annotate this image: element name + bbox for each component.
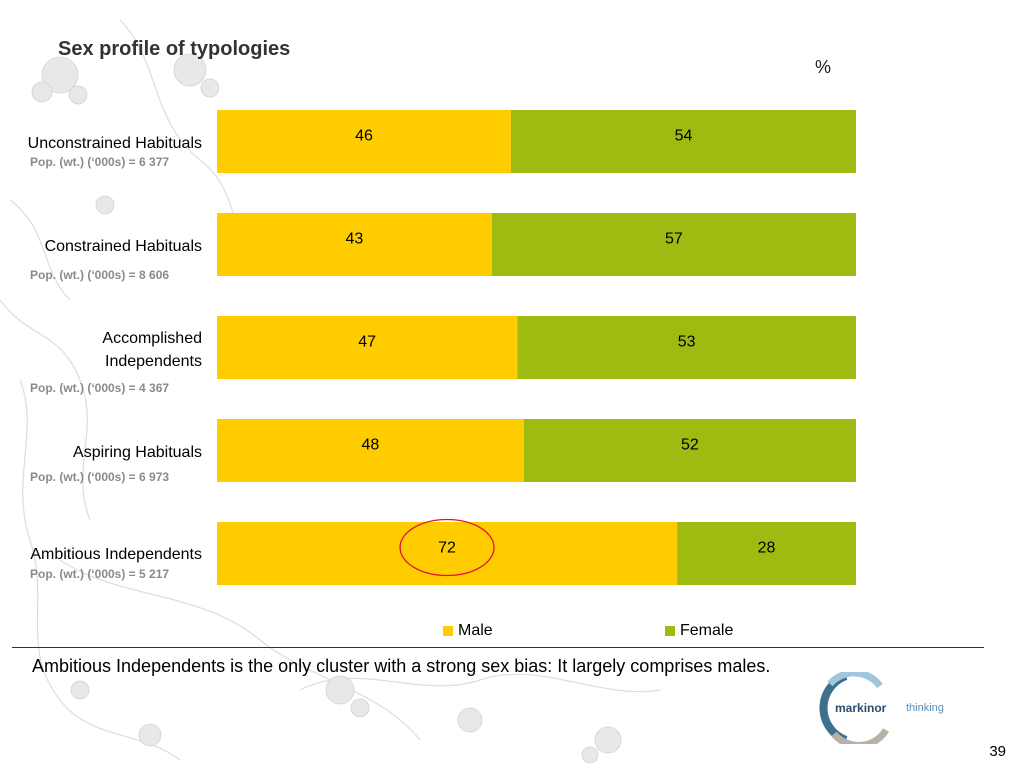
bar-female-ambitious-independents bbox=[677, 522, 856, 585]
category-label-unconstrained-habituals: Unconstrained Habituals bbox=[27, 135, 202, 152]
bar-female-unconstrained-habituals bbox=[510, 110, 856, 173]
bar-female-accomplished-independents bbox=[517, 316, 856, 379]
category-label-aspiring-habituals: Aspiring Habituals bbox=[73, 444, 202, 461]
data-label-male-constrained-habituals: 43 bbox=[345, 231, 363, 248]
data-label-male-unconstrained-habituals: 46 bbox=[355, 128, 373, 145]
conclusion-text: Ambitious Independents is the only clust… bbox=[32, 656, 771, 676]
bar-male-ambitious-independents bbox=[217, 522, 678, 585]
bar-male-unconstrained-habituals bbox=[217, 110, 511, 173]
data-label-male-accomplished-independents: 47 bbox=[358, 334, 376, 351]
category-label-constrained-habituals: Constrained Habituals bbox=[44, 238, 202, 255]
bar-male-constrained-habituals bbox=[217, 213, 492, 276]
slide-title: Sex profile of typologies bbox=[58, 38, 291, 60]
population-label-aspiring-habituals: Pop. (wt.) (‘000s) = 6 973 bbox=[30, 470, 170, 484]
population-label-constrained-habituals: Pop. (wt.) (‘000s) = 8 606 bbox=[30, 268, 170, 282]
legend-swatch-male bbox=[443, 626, 453, 636]
markinor-logo: markinor thinking bbox=[819, 672, 944, 744]
legend-swatch-female bbox=[665, 626, 675, 636]
bar-female-aspiring-habituals bbox=[523, 419, 856, 482]
legend-item-male: Male bbox=[443, 622, 493, 640]
unit-label: % bbox=[815, 57, 832, 77]
bar-male-aspiring-habituals bbox=[217, 419, 524, 482]
data-label-female-unconstrained-habituals: 54 bbox=[675, 128, 693, 145]
data-label-female-accomplished-independents: 53 bbox=[678, 334, 696, 351]
category-label-ambitious-independents: Ambitious Independents bbox=[30, 546, 202, 563]
page-number: 39 bbox=[989, 743, 1006, 760]
legend-label-male: Male bbox=[458, 622, 493, 639]
data-label-female-aspiring-habituals: 52 bbox=[681, 437, 699, 454]
data-label-female-ambitious-independents: 28 bbox=[758, 540, 776, 557]
legend-item-female: Female bbox=[665, 622, 733, 640]
category-label-accomplished-independents: Accomplished Independents bbox=[102, 330, 202, 370]
highlight-circle bbox=[399, 518, 495, 577]
data-label-female-constrained-habituals: 57 bbox=[665, 231, 683, 248]
bar-female-constrained-habituals bbox=[491, 213, 856, 276]
population-label-accomplished-independents: Pop. (wt.) (‘000s) = 4 367 bbox=[30, 381, 170, 395]
data-label-male-ambitious-independents: 72 bbox=[438, 540, 456, 557]
population-label-unconstrained-habituals: Pop. (wt.) (‘000s) = 6 377 bbox=[30, 155, 170, 169]
legend-label-female: Female bbox=[680, 622, 734, 639]
stacked-bar-chart: 46 54 43 57 47 53 48 52 72 28 bbox=[217, 110, 856, 585]
divider-line bbox=[12, 647, 984, 648]
logo-tagline: thinking bbox=[906, 702, 944, 714]
logo-name: markinor bbox=[835, 701, 887, 715]
bar-male-accomplished-independents bbox=[217, 316, 518, 379]
population-label-ambitious-independents: Pop. (wt.) (‘000s) = 5 217 bbox=[30, 567, 170, 581]
data-label-male-aspiring-habituals: 48 bbox=[361, 437, 379, 454]
